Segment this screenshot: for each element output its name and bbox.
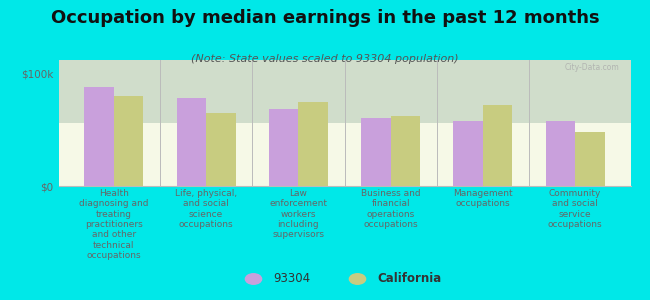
- Bar: [483, 105, 512, 186]
- Bar: [269, 110, 298, 186]
- Bar: [361, 118, 391, 186]
- Bar: [575, 132, 604, 186]
- Bar: [84, 87, 114, 186]
- Text: California: California: [377, 272, 441, 286]
- Text: (Note: State values scaled to 93304 population): (Note: State values scaled to 93304 popu…: [191, 54, 459, 64]
- Bar: [453, 121, 483, 186]
- Bar: [298, 102, 328, 186]
- Text: Occupation by median earnings in the past 12 months: Occupation by median earnings in the pas…: [51, 9, 599, 27]
- Text: 93304: 93304: [273, 272, 310, 286]
- Text: City-Data.com: City-Data.com: [564, 62, 619, 71]
- Bar: [206, 113, 236, 186]
- Bar: [114, 96, 144, 186]
- Bar: [391, 116, 420, 186]
- Bar: [545, 121, 575, 186]
- Bar: [177, 98, 206, 186]
